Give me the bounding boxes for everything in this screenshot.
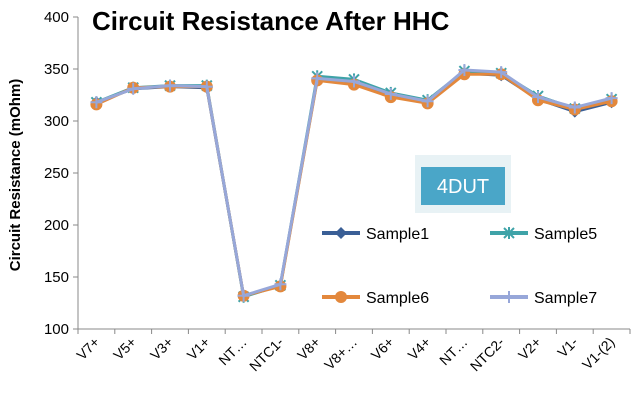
badge: 4DUT: [415, 155, 511, 213]
point-marker: [90, 96, 103, 109]
point-marker: [200, 80, 213, 93]
legend-item-sample1: Sample1: [322, 226, 429, 243]
x-tick-label: V8+: [294, 334, 323, 363]
series-layer: [90, 64, 618, 303]
badge-fill: [421, 167, 505, 205]
legend-label: Sample7: [534, 290, 597, 307]
x-tick-label: NTC1-: [246, 334, 287, 375]
x-tick-label: V8+…: [321, 334, 360, 373]
point-marker: [164, 79, 176, 92]
point-marker: [335, 227, 347, 239]
point-marker: [495, 66, 508, 79]
legend: Sample1 Sample5 Sample6 Sample7: [322, 226, 597, 307]
badge-label: 4DUT: [437, 176, 489, 198]
series-sample6: [90, 68, 618, 302]
x-tick-label: V1-(2): [579, 334, 618, 373]
point-marker: [568, 101, 581, 114]
y-tick-label: 350: [44, 61, 69, 78]
x-tick-label: V5+: [110, 334, 139, 363]
series-line: [95, 71, 612, 298]
legend-item-sample6: Sample6: [322, 290, 429, 307]
series-line: [95, 72, 612, 298]
point-marker: [348, 75, 360, 88]
y-tick-label: 150: [44, 269, 69, 286]
y-tick-label: 250: [44, 165, 69, 182]
x-tick-label: V1-: [554, 334, 581, 361]
x-tick-label: V3+: [147, 334, 176, 363]
x-tick-label: NT…: [215, 334, 249, 368]
point-marker: [237, 289, 250, 302]
y-axis-label: Circuit Resistance (mOhm): [7, 79, 24, 272]
legend-item-sample7: Sample7: [490, 290, 597, 307]
series-sample7: [90, 64, 618, 302]
y-tick-label: 300: [44, 113, 69, 130]
legend-item-sample5: Sample5: [490, 226, 597, 243]
legend-label: Sample6: [366, 290, 429, 307]
y-tick-label: 400: [44, 9, 69, 26]
point-marker: [503, 291, 515, 303]
x-tick-label: V7+: [73, 334, 102, 363]
point-marker: [503, 227, 515, 239]
point-marker: [127, 82, 140, 95]
point-marker: [605, 92, 618, 105]
point-marker: [311, 72, 324, 85]
x-tick-label: V4+: [405, 334, 434, 363]
chart-title: Circuit Resistance After HHC: [92, 6, 450, 36]
legend-label: Sample5: [534, 226, 597, 243]
x-tick-label: V2+: [515, 334, 544, 363]
legend-label: Sample1: [366, 226, 429, 243]
x-tick-label: NT…: [436, 334, 470, 368]
point-marker: [384, 87, 397, 100]
point-marker: [532, 91, 544, 104]
x-tick-label: V1+: [184, 334, 213, 363]
y-tick-label: 200: [44, 217, 69, 234]
point-marker: [421, 95, 434, 108]
point-marker: [274, 278, 287, 291]
point-marker: [458, 64, 471, 77]
point-marker: [335, 291, 347, 303]
x-tick-label: V6+: [368, 334, 397, 363]
x-tick-label: NTC2-: [467, 334, 508, 375]
y-tick-label: 100: [44, 321, 69, 338]
